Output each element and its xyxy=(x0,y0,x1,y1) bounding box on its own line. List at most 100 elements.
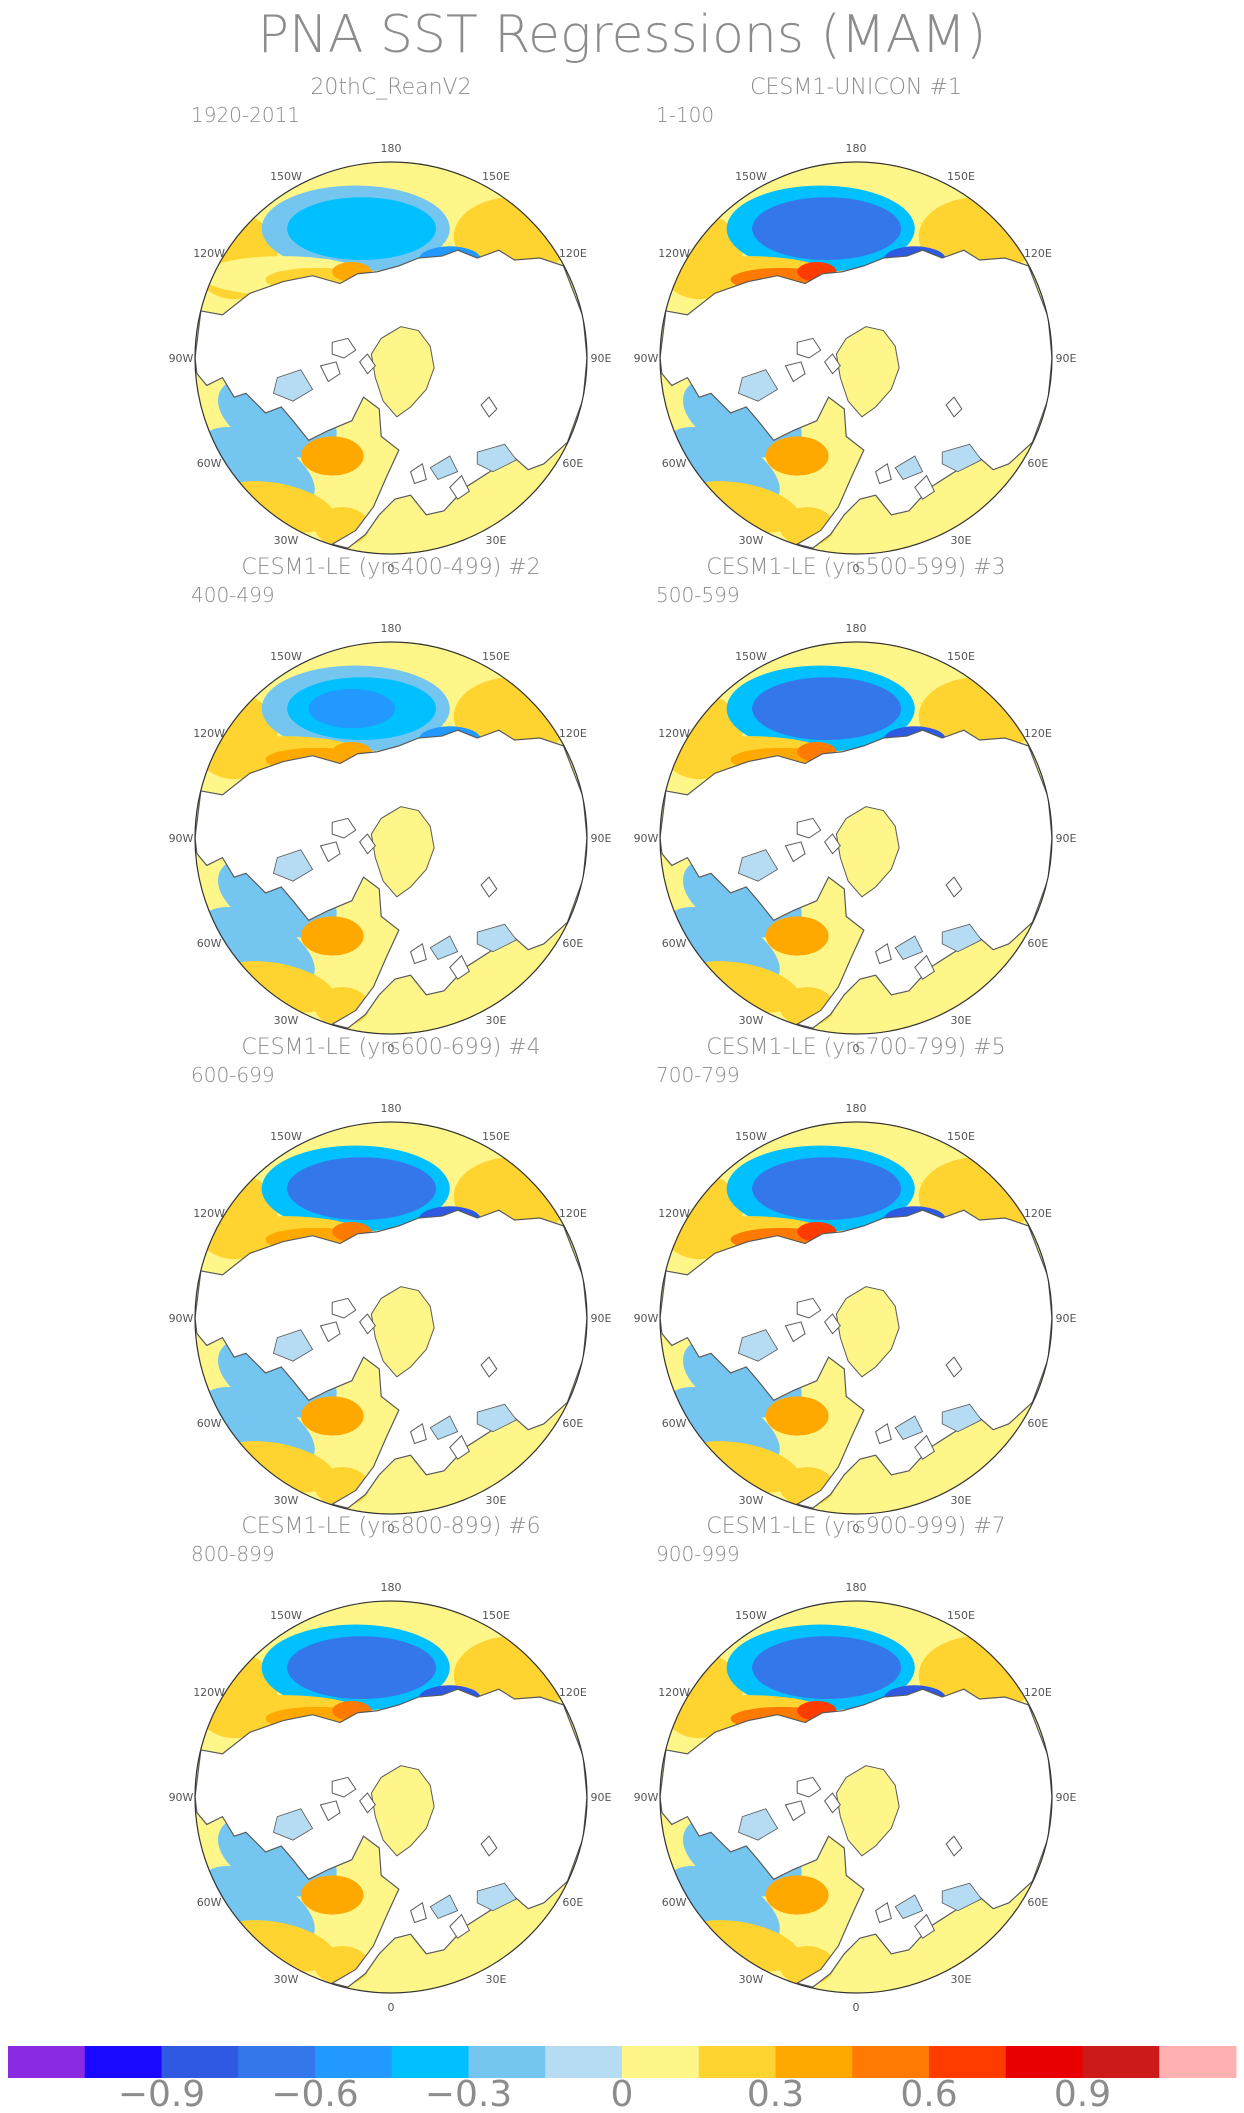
arctic-ocean-patch xyxy=(835,326,900,418)
land-mask xyxy=(195,1688,587,1988)
panel-period: 700-799 xyxy=(656,1063,740,1087)
inland-sea xyxy=(894,455,924,481)
lon-label: 150E xyxy=(482,650,510,663)
lon-label: 30W xyxy=(739,1973,764,1986)
land-mask xyxy=(660,1209,1052,1509)
lon-label: 60W xyxy=(197,1896,222,1909)
land-mask xyxy=(660,249,1052,549)
lon-label: 0 xyxy=(388,2001,395,2014)
panel-title: CESM1-LE (yrs700-799) #5 xyxy=(706,1035,1005,1060)
island xyxy=(331,817,357,839)
lon-label: 90E xyxy=(1056,1312,1077,1325)
lon-label: 60W xyxy=(197,937,222,950)
panel-grid: 20thC_ReanV2 1920-2011 180 150E 120E 90E 60E 30… xyxy=(169,75,1077,2014)
island xyxy=(480,1356,498,1378)
lon-label: 30W xyxy=(739,534,764,547)
colorbar-swatch xyxy=(84,2046,162,2078)
lon-label: 90W xyxy=(634,352,659,365)
inland-sea xyxy=(476,923,518,953)
lon-label: 30E xyxy=(486,1494,507,1507)
arctic-ocean-patch xyxy=(835,1286,900,1378)
island xyxy=(319,841,341,863)
panel-title: CESM1-LE (yrs600-699) #4 xyxy=(241,1035,540,1060)
inland-sea xyxy=(476,1882,518,1912)
panel-title: CESM1-LE (yrs500-599) #3 xyxy=(706,555,1005,580)
lon-label: 180 xyxy=(846,1581,867,1594)
inland-sea xyxy=(737,849,779,882)
island xyxy=(823,1313,841,1335)
panel-5: CESM1-LE (yrs600-699) #4 600-699 180 150E 12… xyxy=(169,1035,612,1535)
inland-sea xyxy=(272,1329,314,1362)
lon-label: 120E xyxy=(559,247,587,260)
map-boundary xyxy=(194,161,588,555)
lon-label: 90E xyxy=(1056,352,1077,365)
lon-label: 120W xyxy=(658,1207,690,1220)
lon-label: 120W xyxy=(658,727,690,740)
island xyxy=(319,1321,341,1343)
map-boundary xyxy=(659,1600,1053,1994)
arctic-ocean-patch xyxy=(370,1286,435,1378)
panel-period: 900-999 xyxy=(656,1542,740,1566)
lon-label: 150E xyxy=(947,650,975,663)
map-boundary xyxy=(659,641,1053,1035)
lon-label: 30W xyxy=(274,1973,299,1986)
lon-label: 30E xyxy=(951,1494,972,1507)
map-boundary xyxy=(194,641,588,1035)
panel-title: CESM1-LE (yrs800-899) #6 xyxy=(241,1514,540,1539)
island xyxy=(945,876,963,898)
island xyxy=(331,337,357,359)
lon-label: 0 xyxy=(853,2001,860,2014)
inland-sea xyxy=(272,369,314,402)
lon-label: 180 xyxy=(846,1102,867,1115)
colorbar-swatch xyxy=(698,2046,776,2078)
inland-sea xyxy=(272,849,314,882)
lon-label: 150E xyxy=(947,1609,975,1622)
lon-label: 60E xyxy=(1027,1417,1048,1430)
colorbar-swatch xyxy=(929,2046,1007,2078)
lon-label: 120W xyxy=(193,1686,225,1699)
colorbar-swatch xyxy=(468,2046,546,2078)
colorbar-swatch xyxy=(1159,2046,1237,2078)
colorbar: −0.9 −0.6 −0.3 0 0.3 0.6 0.9 xyxy=(8,2046,1237,2113)
lon-label: 60W xyxy=(197,1417,222,1430)
lon-label: 120E xyxy=(1024,1207,1052,1220)
lon-label: 60E xyxy=(562,1417,583,1430)
lon-label: 90W xyxy=(169,1312,194,1325)
panel-period: 500-599 xyxy=(656,583,740,607)
lon-label: 120E xyxy=(1024,1686,1052,1699)
island xyxy=(914,474,936,500)
lon-label: 0 xyxy=(853,1042,860,1055)
island xyxy=(796,337,822,359)
lon-label: 60W xyxy=(197,457,222,470)
lon-label: 30W xyxy=(739,1494,764,1507)
inland-sea xyxy=(476,443,518,473)
island xyxy=(823,353,841,375)
lon-label: 30E xyxy=(486,1973,507,1986)
lon-label: 90E xyxy=(591,1791,612,1804)
island xyxy=(914,954,936,980)
lon-label: 120E xyxy=(1024,247,1052,260)
inland-sea xyxy=(476,1403,518,1433)
panel-8: CESM1-LE (yrs900-999) #7 900-999 180 150E 12… xyxy=(634,1514,1077,2014)
colorbar-swatch xyxy=(775,2046,853,2078)
inland-sea xyxy=(272,1808,314,1841)
lon-label: 150W xyxy=(735,650,767,663)
inland-sea xyxy=(429,1894,459,1920)
colorbar-swatch xyxy=(8,2046,86,2078)
lon-label: 120E xyxy=(559,727,587,740)
sst-field xyxy=(195,1122,587,1514)
island xyxy=(449,954,471,980)
lon-label: 30W xyxy=(739,1014,764,1027)
lon-label: 180 xyxy=(846,142,867,155)
lon-label: 90W xyxy=(169,832,194,845)
colorbar-swatch xyxy=(238,2046,316,2078)
island xyxy=(914,1913,936,1939)
lon-label: 0 xyxy=(853,1522,860,1535)
lon-label: 60E xyxy=(562,1896,583,1909)
lon-label: 30E xyxy=(951,534,972,547)
lon-label: 150E xyxy=(482,1609,510,1622)
arctic-ocean-patch xyxy=(370,326,435,418)
island xyxy=(319,1800,341,1822)
inland-sea xyxy=(894,1415,924,1441)
island xyxy=(875,943,892,965)
